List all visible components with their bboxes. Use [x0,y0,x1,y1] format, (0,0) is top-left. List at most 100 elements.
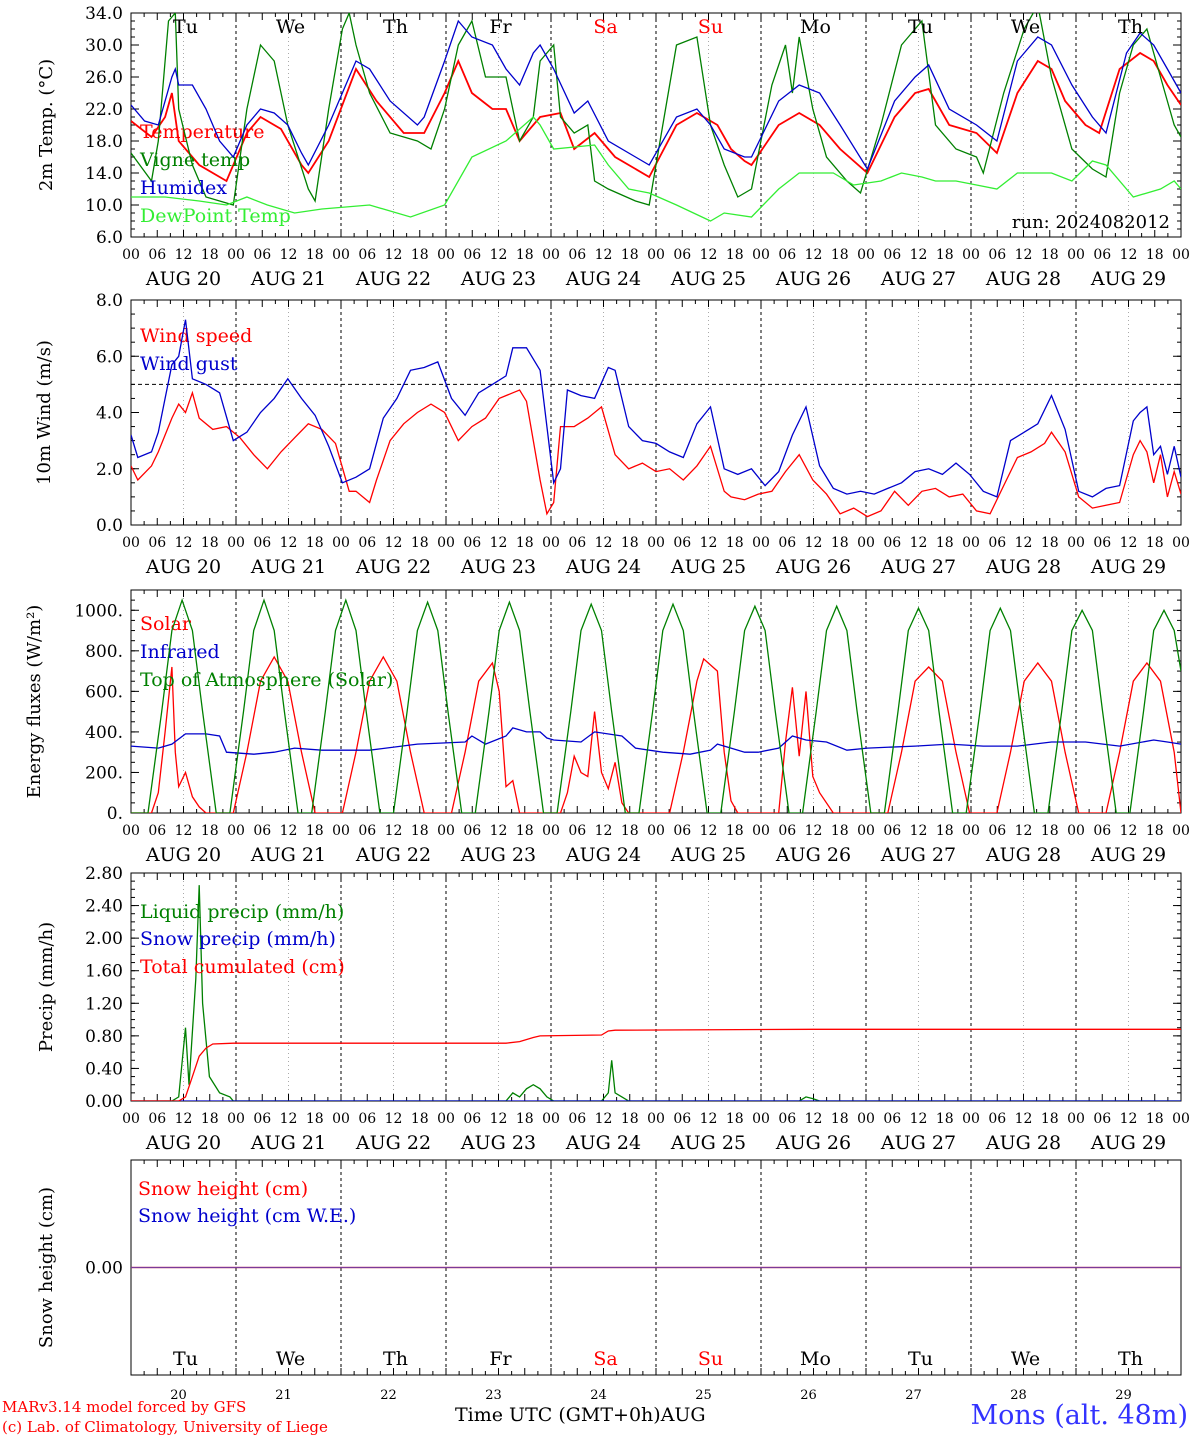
date-label: AUG 26 [775,844,851,866]
y-tick-label: 0.0 [96,516,123,536]
hour-tick-label: 06 [253,247,271,263]
hour-tick-label: 06 [988,247,1006,263]
hour-tick-label: 06 [778,823,796,839]
hour-tick-label: 06 [148,823,166,839]
hour-tick-label: 18 [201,247,219,263]
hour-tick-label: 00 [962,1111,980,1127]
date-label: AUG 21 [250,556,326,578]
date-label: AUG 29 [1090,556,1166,578]
hour-tick-label: 00 [962,823,980,839]
date-label: AUG 23 [460,844,536,866]
series-line-infrared [131,727,1181,755]
y-axis-label: Snow height (cm) [36,1187,57,1348]
date-label: AUG 21 [250,844,326,866]
hour-tick-label: 18 [936,535,954,551]
hour-tick-label: 00 [752,823,770,839]
day-number-label: 28 [1010,1388,1027,1400]
hour-tick-label: 06 [358,823,376,839]
hour-tick-label: 00 [752,535,770,551]
y-tick-label: 0.00 [85,1092,123,1112]
hour-tick-label: 12 [595,247,613,263]
hour-tick-label: 18 [1146,247,1164,263]
hour-tick-label: 18 [201,823,219,839]
y-tick-label: 1.60 [85,962,123,982]
series-line-temperature [131,51,1181,183]
hour-tick-label: 06 [883,247,901,263]
y-tick-label: 400. [85,723,123,743]
date-label: AUG 28 [985,844,1061,866]
date-label: AUG 23 [460,268,536,290]
hour-tick-label: 06 [568,247,586,263]
hour-tick-label: 00 [752,247,770,263]
hour-tick-label: 12 [910,247,928,263]
date-label: AUG 25 [670,1132,746,1154]
hour-tick-label: 12 [280,247,298,263]
hour-tick-label: 06 [568,535,586,551]
date-label: AUG 28 [985,268,1061,290]
hour-tick-label: 18 [831,247,849,263]
hour-tick-label: 00 [1067,823,1085,839]
series-line-top-of-atmosphere-solar- [131,598,1181,813]
date-label: AUG 24 [565,844,641,866]
date-label: AUG 25 [670,844,746,866]
legend-entry: Snow precip (mm/h) [140,928,336,950]
legend-entry: Snow height (cm) [138,1178,308,1200]
hour-tick-label: 18 [411,1111,429,1127]
hour-tick-label: 12 [1015,535,1033,551]
date-label: AUG 24 [565,556,641,578]
hour-tick-label: 00 [1172,1111,1190,1127]
hour-tick-label: 00 [227,535,245,551]
date-label: AUG 22 [355,268,431,290]
weekday-label-top: Tu [173,16,198,38]
hour-tick-label: 12 [1120,823,1138,839]
hour-tick-label: 00 [332,823,350,839]
date-label: AUG 23 [460,1132,536,1154]
series-line-wind-gust [131,319,1181,498]
hour-tick-label: 06 [883,535,901,551]
hour-tick-label: 18 [1146,1111,1164,1127]
series-line-humidex [131,19,1181,171]
day-number-label: 29 [1115,1388,1132,1400]
date-label: AUG 26 [775,556,851,578]
hour-tick-label: 00 [647,1111,665,1127]
hour-tick-label: 12 [805,247,823,263]
hour-tick-label: 06 [568,1111,586,1127]
hour-tick-label: 12 [490,535,508,551]
x-axis-label: Time UTC (GMT+0h) [455,1404,661,1426]
legend-entry: Humidex [140,177,227,199]
hour-tick-label: 06 [463,823,481,839]
hour-tick-label: 06 [883,1111,901,1127]
date-label: AUG 27 [880,268,956,290]
hour-tick-label: 12 [1120,1111,1138,1127]
date-label: AUG 24 [565,1132,641,1154]
hour-tick-label: 06 [148,247,166,263]
hour-tick-label: 12 [595,1111,613,1127]
legend-entry: DewPoint Temp [140,205,291,227]
hour-tick-label: 18 [306,247,324,263]
y-tick-label: 1.20 [85,994,123,1014]
weekday-label-top: Mo [800,16,831,38]
hour-tick-label: 18 [831,535,849,551]
y-tick-label: 1000. [74,601,123,621]
hour-tick-label: 18 [726,1111,744,1127]
date-label: AUG 22 [355,1132,431,1154]
y-tick-label: 14.0 [85,164,123,184]
hour-tick-label: 18 [516,535,534,551]
date-label: AUG 21 [250,268,326,290]
day-number-label: 26 [800,1388,817,1400]
hour-tick-label: 12 [700,1111,718,1127]
weekday-label-bottom: Tu [908,1348,933,1370]
hour-tick-label: 00 [857,823,875,839]
hour-tick-label: 12 [805,1111,823,1127]
hour-tick-label: 06 [358,1111,376,1127]
series-line-total-cumulated-cm- [131,1028,1181,1101]
series-line-vigne-temp [131,13,1181,206]
y-tick-label: 34.0 [85,4,123,24]
weekday-label-top: Sa [593,16,617,38]
hour-tick-label: 18 [516,823,534,839]
hour-tick-label: 00 [857,535,875,551]
y-tick-label: 2.80 [85,864,123,884]
hour-tick-label: 18 [306,535,324,551]
hour-tick-label: 06 [253,823,271,839]
